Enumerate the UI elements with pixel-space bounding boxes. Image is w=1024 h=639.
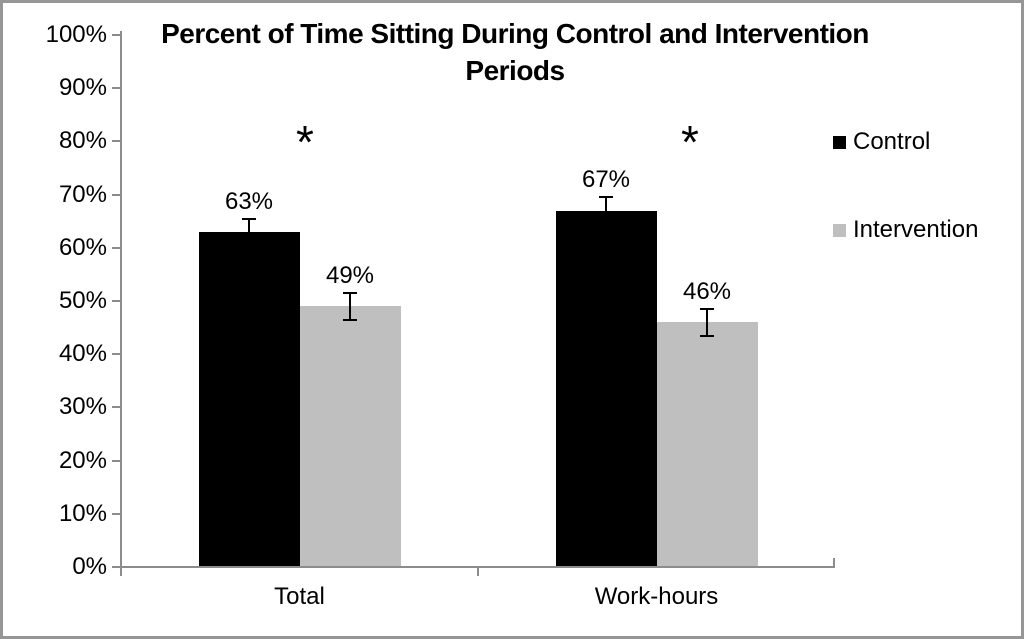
legend-label-control: Control bbox=[853, 128, 931, 155]
y-axis-tick-label: 80% bbox=[58, 127, 107, 155]
y-axis-tick bbox=[112, 300, 120, 302]
y-axis-tick bbox=[112, 459, 120, 462]
chart-title-line-2: Periods bbox=[465, 55, 565, 86]
error-bar-stem bbox=[248, 218, 250, 246]
y-axis-tick bbox=[112, 512, 120, 515]
legend-swatch-intervention-icon bbox=[833, 223, 846, 237]
x-axis-end-tick bbox=[833, 558, 835, 568]
y-axis-tick bbox=[112, 193, 120, 196]
legend-swatch-control-icon bbox=[833, 135, 846, 149]
y-axis-tick-label: 100% bbox=[45, 21, 107, 48]
x-axis-mid-tick bbox=[477, 566, 479, 576]
bar-control-total bbox=[198, 231, 300, 567]
error-bar-cap-top bbox=[700, 307, 714, 310]
chart-title-line-1: Percent of Time Sitting During Control a… bbox=[161, 18, 869, 49]
y-axis-tick-label: 30% bbox=[58, 393, 107, 421]
error-bar-stem bbox=[706, 308, 708, 336]
plot-area: 63% 67% 49% 46% 0% 10% 20% 30% 40% 50% 60% 70% 80% 90… bbox=[3, 3, 1021, 636]
y-axis-tick-label: 20% bbox=[58, 446, 107, 474]
significance-asterisk-total: * bbox=[296, 116, 314, 168]
bar-intervention-total bbox=[299, 306, 401, 567]
error-bar-cap-bottom bbox=[599, 222, 613, 225]
y-axis-tick-label: 10% bbox=[58, 499, 107, 527]
x-axis-category-label-work-hours: Work-hours bbox=[594, 583, 719, 610]
y-axis-tick bbox=[112, 353, 120, 356]
x-axis-category-label-total: Total bbox=[274, 583, 325, 610]
y-axis-tick-label: 50% bbox=[58, 287, 107, 314]
bar-intervention-work-hours bbox=[656, 322, 758, 567]
bar-value-label: 63% bbox=[224, 187, 274, 215]
y-axis-tick-label: 40% bbox=[58, 340, 107, 368]
error-bar-stem bbox=[349, 293, 351, 320]
x-axis-line bbox=[113, 566, 835, 568]
y-axis-tick bbox=[112, 246, 120, 249]
legend-item-control: Control bbox=[833, 127, 930, 157]
y-axis-tick-label: 60% bbox=[58, 233, 107, 261]
y-axis-tick-label: 0% bbox=[72, 553, 107, 580]
significance-asterisk-work-hours: * bbox=[681, 116, 699, 168]
error-bar-cap-bottom bbox=[242, 244, 256, 247]
error-bar-cap-top bbox=[599, 196, 613, 199]
y-axis-tick bbox=[112, 566, 120, 568]
error-bar-stem bbox=[605, 197, 607, 224]
y-axis-line bbox=[120, 31, 122, 576]
chart-title: Percent of Time Sitting During Control a… bbox=[115, 15, 915, 89]
y-axis-tick-label: 70% bbox=[58, 180, 107, 208]
bar-value-label: 49% bbox=[325, 262, 375, 290]
y-axis-tick bbox=[112, 406, 120, 409]
error-bar-cap-bottom bbox=[343, 318, 357, 321]
y-axis-tick-label: 90% bbox=[58, 74, 107, 102]
error-bar-cap-bottom bbox=[700, 334, 714, 337]
y-axis-tick bbox=[112, 140, 120, 143]
y-axis-tick bbox=[112, 87, 120, 90]
bar-value-label: 46% bbox=[682, 277, 732, 305]
error-bar-cap-top bbox=[343, 292, 357, 295]
bar-control-work-hours bbox=[555, 210, 657, 567]
y-axis-tick bbox=[112, 34, 120, 36]
legend-label-intervention: Intervention bbox=[853, 216, 979, 243]
bar-value-label: 67% bbox=[581, 166, 631, 194]
legend-item-intervention: Intervention bbox=[833, 215, 978, 245]
error-bar-cap-top bbox=[242, 217, 256, 220]
